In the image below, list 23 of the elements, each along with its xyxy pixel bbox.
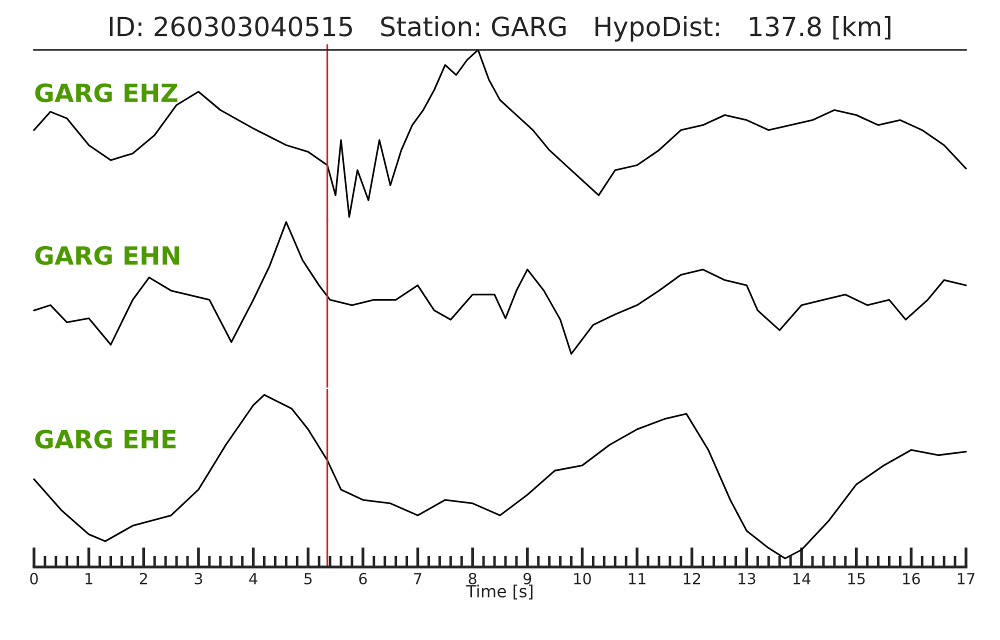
x-tick-label: 16 xyxy=(903,572,920,584)
x-tick-label: 12 xyxy=(684,572,700,584)
x-tick-label: 2 xyxy=(140,572,147,584)
x-tick-label: 15 xyxy=(848,573,865,584)
x-tick-label: 8 xyxy=(468,572,476,584)
x-tick-label: 6 xyxy=(359,572,367,584)
x-tick-label: 11 xyxy=(629,573,646,584)
x-tick-label: 1 xyxy=(86,573,92,584)
x-tick-label: 0 xyxy=(30,572,38,584)
chart-title: ID: 260303040515 Station: GARG HypoDist: 137.8 [km] xyxy=(110,16,890,42)
x-tick-label: 7 xyxy=(414,573,422,584)
x-tick-label: 4 xyxy=(249,573,258,584)
x-tick-label: 9 xyxy=(524,572,532,584)
x-tick-label: 14 xyxy=(793,573,810,584)
x-tick-label: 17 xyxy=(958,573,974,584)
x-axis-title: Time [s] xyxy=(466,584,532,600)
series-label: GARG EHZ xyxy=(35,83,178,102)
series-label: GARG EHE xyxy=(35,430,176,449)
x-tick-label: 13 xyxy=(738,572,756,584)
x-tick-label: 3 xyxy=(194,572,202,584)
series-label: GARG EHN xyxy=(35,246,179,265)
x-tick-label: 10 xyxy=(574,572,591,584)
x-tick-label: 5 xyxy=(304,573,312,584)
